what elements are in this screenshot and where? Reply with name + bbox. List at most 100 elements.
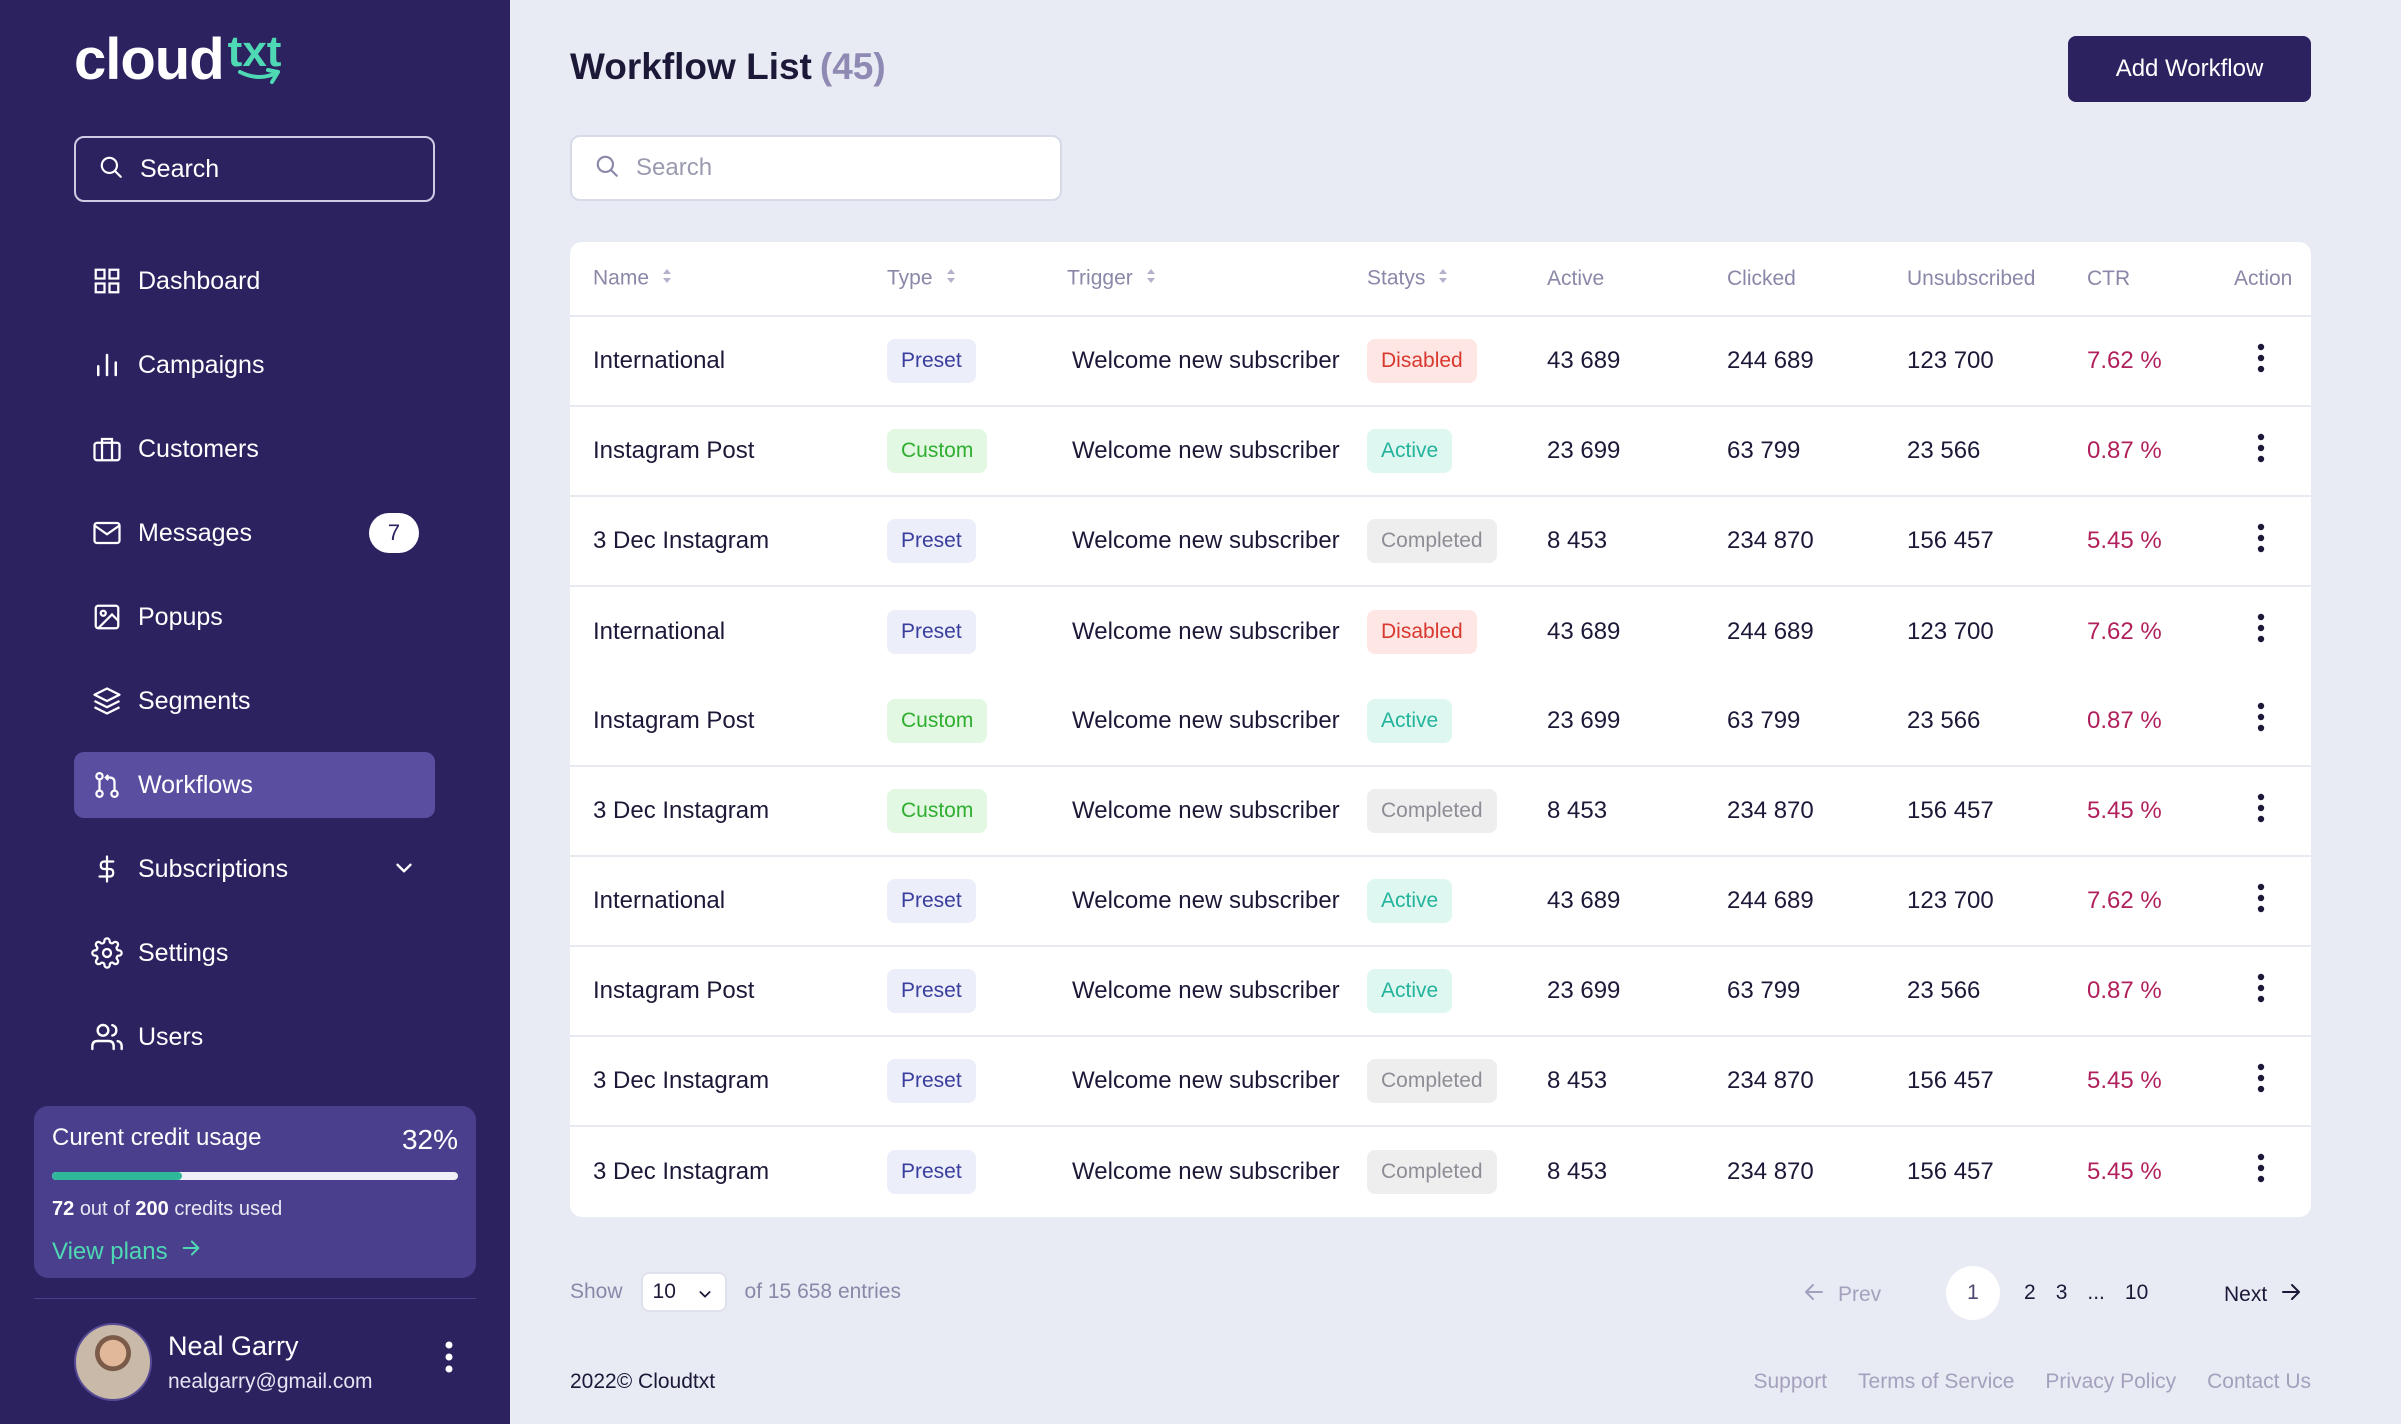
cell-status: Active bbox=[1344, 676, 1524, 766]
cell-clicked: 234 870 bbox=[1704, 765, 1884, 856]
more-vertical-icon[interactable] bbox=[2257, 523, 2265, 559]
sidebar-item-customers[interactable]: Customers bbox=[74, 416, 435, 482]
more-vertical-icon[interactable] bbox=[2257, 1063, 2265, 1099]
sidebar-item-label: Users bbox=[138, 1022, 204, 1051]
next-page-button[interactable]: Next bbox=[2224, 1280, 2303, 1310]
type-badge: Preset bbox=[887, 519, 976, 563]
table-row[interactable]: Instagram Post Preset Welcome new subscrib… bbox=[570, 945, 2311, 1036]
table-row[interactable]: International Preset Welcome new subscribe… bbox=[570, 585, 2311, 676]
add-workflow-button[interactable]: Add Workflow bbox=[2068, 36, 2311, 102]
sidebar-nav: Dashboard Campaigns Customers Messages 7… bbox=[74, 248, 435, 1088]
cell-clicked: 244 689 bbox=[1704, 855, 1884, 946]
cell-action bbox=[2211, 945, 2311, 1036]
table-row[interactable]: Instagram Post Custom Welcome new subscrib… bbox=[570, 405, 2311, 496]
workflow-search[interactable] bbox=[570, 135, 1062, 201]
mail-icon bbox=[90, 516, 124, 550]
more-vertical-icon[interactable] bbox=[2257, 1153, 2265, 1189]
arrow-left-icon bbox=[1802, 1280, 1838, 1310]
table-row[interactable]: 3 Dec Instagram Custom Welcome new subscri… bbox=[570, 765, 2311, 856]
more-vertical-icon[interactable] bbox=[2257, 793, 2265, 829]
sort-icon[interactable] bbox=[1437, 266, 1449, 292]
sidebar-item-workflows[interactable]: Workflows bbox=[74, 752, 435, 818]
column-header-trigger[interactable]: Trigger bbox=[1044, 242, 1344, 316]
footer-link-contact[interactable]: Contact Us bbox=[2207, 1370, 2311, 1393]
more-vertical-icon[interactable] bbox=[2257, 883, 2265, 919]
cell-type: Custom bbox=[864, 676, 1044, 766]
table-row[interactable]: 3 Dec Instagram Preset Welcome new subscri… bbox=[570, 1125, 2311, 1216]
cell-unsubscribed: 23 566 bbox=[1884, 945, 2064, 1036]
page-size-select[interactable]: 10 bbox=[640, 1272, 727, 1312]
status-badge: Completed bbox=[1367, 1149, 1497, 1194]
footer-link-privacy[interactable]: Privacy Policy bbox=[2045, 1370, 2177, 1393]
footer-link-terms[interactable]: Terms of Service bbox=[1858, 1370, 2015, 1393]
user-profile[interactable]: Neal Garry nealgarry@gmail.com bbox=[74, 1322, 454, 1402]
cell-status: Active bbox=[1344, 945, 1524, 1036]
sidebar-search-label: Search bbox=[140, 154, 220, 183]
sidebar-item-segments[interactable]: Segments bbox=[74, 668, 435, 734]
cell-active: 23 699 bbox=[1547, 706, 1621, 734]
page-button[interactable]: 3 bbox=[2055, 1281, 2068, 1304]
column-header-status[interactable]: Statys bbox=[1344, 242, 1524, 316]
more-vertical-icon[interactable] bbox=[2257, 433, 2265, 469]
prev-page-button[interactable]: Prev bbox=[1802, 1280, 1881, 1310]
sidebar-item-campaigns[interactable]: Campaigns bbox=[74, 332, 435, 398]
sort-icon[interactable] bbox=[945, 266, 957, 292]
table-row[interactable]: Instagram Post Custom Welcome new subscrib… bbox=[570, 676, 2311, 766]
sidebar-item-popups[interactable]: Popups bbox=[74, 584, 435, 650]
table-row[interactable]: International Preset Welcome new subscribe… bbox=[570, 315, 2311, 406]
logo[interactable]: cloud txt bbox=[74, 28, 281, 98]
credit-usage-title: Curent credit usage bbox=[52, 1124, 262, 1151]
table-row[interactable]: International Preset Welcome new subscribe… bbox=[570, 855, 2311, 946]
sidebar-item-subscriptions[interactable]: Subscriptions bbox=[74, 836, 435, 902]
sort-icon[interactable] bbox=[661, 266, 673, 292]
sidebar-item-messages[interactable]: Messages 7 bbox=[74, 500, 435, 566]
sidebar-item-settings[interactable]: Settings bbox=[74, 920, 435, 986]
cell-clicked: 63 799 bbox=[1704, 945, 1884, 1036]
column-header-type[interactable]: Type bbox=[864, 242, 1044, 316]
sidebar-item-users[interactable]: Users bbox=[74, 1004, 435, 1070]
page-button[interactable]: 2 bbox=[2024, 1281, 2036, 1304]
credit-progress-fill bbox=[52, 1172, 182, 1180]
arrow-right-icon bbox=[168, 1237, 202, 1266]
cell-active: 43 689 bbox=[1524, 315, 1704, 406]
users-icon bbox=[90, 1020, 124, 1054]
more-vertical-icon[interactable] bbox=[444, 1340, 454, 1379]
sidebar-item-label: Segments bbox=[138, 686, 251, 715]
footer-link-support[interactable]: Support bbox=[1753, 1370, 1828, 1393]
more-vertical-icon[interactable] bbox=[2257, 343, 2265, 379]
pagination: Show 10 of 15 658 entries Prev 1 2 3 ...… bbox=[570, 1266, 2311, 1320]
type-badge: Preset bbox=[887, 609, 976, 654]
sidebar-search[interactable]: Search bbox=[74, 136, 435, 202]
sidebar-item-dashboard[interactable]: Dashboard bbox=[74, 248, 435, 314]
page-button[interactable]: 10 bbox=[2124, 1281, 2149, 1304]
cell-ctr: 0.87 % bbox=[2064, 945, 2211, 1036]
cell-status: Active bbox=[1344, 405, 1524, 496]
cell-clicked: 63 799 bbox=[1704, 405, 1884, 496]
cell-name: International bbox=[570, 315, 864, 406]
page-numbers: 1 2 3 ... 10 bbox=[1946, 1266, 2168, 1320]
cell-action bbox=[2211, 1125, 2311, 1216]
cell-trigger: Welcome new subscriber bbox=[1044, 855, 1344, 946]
view-plans-link[interactable]: View plans bbox=[52, 1237, 458, 1266]
table-row[interactable]: 3 Dec Instagram Preset Welcome new subscri… bbox=[570, 1035, 2311, 1126]
messages-count-badge: 7 bbox=[369, 513, 419, 553]
sidebar-item-label: Popups bbox=[138, 602, 223, 631]
column-header-name[interactable]: Name bbox=[570, 242, 864, 316]
table-row[interactable]: 3 Dec Instagram Preset Welcome new subscri… bbox=[570, 495, 2311, 586]
cell-ctr: 7.62 % bbox=[2064, 585, 2211, 676]
workflow-count: (45) bbox=[819, 46, 886, 87]
more-vertical-icon[interactable] bbox=[2257, 613, 2265, 649]
page-button-current[interactable]: 1 bbox=[1946, 1266, 2000, 1320]
chevron-down-icon[interactable] bbox=[391, 855, 417, 888]
cell-name: Instagram Post bbox=[593, 706, 755, 734]
cell-name: Instagram Post bbox=[570, 405, 864, 496]
sort-icon[interactable] bbox=[1145, 266, 1157, 292]
more-vertical-icon[interactable] bbox=[2257, 702, 2265, 738]
more-vertical-icon[interactable] bbox=[2257, 973, 2265, 1009]
cell-type: Preset bbox=[864, 945, 1044, 1036]
cell-action bbox=[2211, 585, 2311, 676]
avatar[interactable] bbox=[74, 1323, 152, 1401]
cell-status: Disabled bbox=[1344, 585, 1524, 676]
search-input[interactable] bbox=[636, 154, 1016, 182]
cell-status: Completed bbox=[1344, 765, 1524, 856]
